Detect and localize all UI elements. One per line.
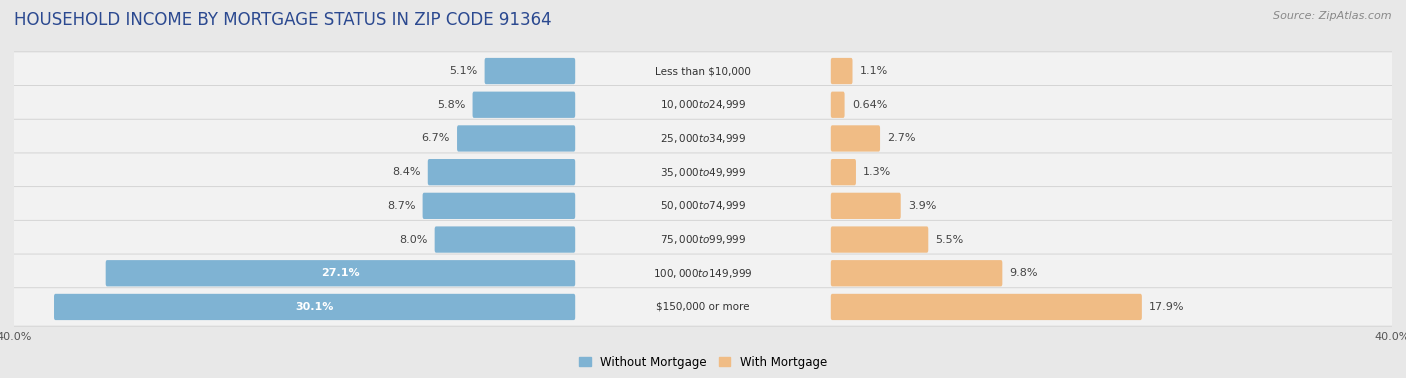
Legend: Without Mortgage, With Mortgage: Without Mortgage, With Mortgage bbox=[574, 351, 832, 373]
Text: $10,000 to $24,999: $10,000 to $24,999 bbox=[659, 98, 747, 111]
FancyBboxPatch shape bbox=[4, 52, 1402, 90]
FancyBboxPatch shape bbox=[831, 260, 1002, 287]
Text: $100,000 to $149,999: $100,000 to $149,999 bbox=[654, 267, 752, 280]
Text: Less than $10,000: Less than $10,000 bbox=[655, 66, 751, 76]
Text: 1.3%: 1.3% bbox=[863, 167, 891, 177]
FancyBboxPatch shape bbox=[831, 294, 1142, 320]
Text: 8.4%: 8.4% bbox=[392, 167, 420, 177]
Text: 30.1%: 30.1% bbox=[295, 302, 333, 312]
FancyBboxPatch shape bbox=[4, 85, 1402, 124]
Text: HOUSEHOLD INCOME BY MORTGAGE STATUS IN ZIP CODE 91364: HOUSEHOLD INCOME BY MORTGAGE STATUS IN Z… bbox=[14, 11, 551, 29]
FancyBboxPatch shape bbox=[4, 220, 1402, 259]
Text: Source: ZipAtlas.com: Source: ZipAtlas.com bbox=[1274, 11, 1392, 21]
Text: 6.7%: 6.7% bbox=[422, 133, 450, 143]
Text: 2.7%: 2.7% bbox=[887, 133, 915, 143]
FancyBboxPatch shape bbox=[831, 91, 845, 118]
Text: 17.9%: 17.9% bbox=[1149, 302, 1185, 312]
FancyBboxPatch shape bbox=[427, 159, 575, 185]
Text: $50,000 to $74,999: $50,000 to $74,999 bbox=[659, 199, 747, 212]
FancyBboxPatch shape bbox=[53, 294, 575, 320]
FancyBboxPatch shape bbox=[4, 254, 1402, 293]
Text: $150,000 or more: $150,000 or more bbox=[657, 302, 749, 312]
FancyBboxPatch shape bbox=[831, 159, 856, 185]
Text: 5.5%: 5.5% bbox=[935, 235, 963, 245]
Text: 1.1%: 1.1% bbox=[859, 66, 889, 76]
FancyBboxPatch shape bbox=[4, 119, 1402, 158]
Text: 8.7%: 8.7% bbox=[387, 201, 415, 211]
Text: 27.1%: 27.1% bbox=[321, 268, 360, 278]
FancyBboxPatch shape bbox=[457, 125, 575, 152]
Text: 3.9%: 3.9% bbox=[908, 201, 936, 211]
FancyBboxPatch shape bbox=[485, 58, 575, 84]
FancyBboxPatch shape bbox=[831, 226, 928, 253]
FancyBboxPatch shape bbox=[4, 187, 1402, 225]
FancyBboxPatch shape bbox=[423, 193, 575, 219]
FancyBboxPatch shape bbox=[4, 288, 1402, 326]
Text: $35,000 to $49,999: $35,000 to $49,999 bbox=[659, 166, 747, 179]
Text: $75,000 to $99,999: $75,000 to $99,999 bbox=[659, 233, 747, 246]
Text: $25,000 to $34,999: $25,000 to $34,999 bbox=[659, 132, 747, 145]
Text: 5.1%: 5.1% bbox=[449, 66, 478, 76]
FancyBboxPatch shape bbox=[105, 260, 575, 287]
FancyBboxPatch shape bbox=[472, 91, 575, 118]
FancyBboxPatch shape bbox=[831, 58, 852, 84]
FancyBboxPatch shape bbox=[831, 125, 880, 152]
Text: 0.64%: 0.64% bbox=[852, 100, 887, 110]
FancyBboxPatch shape bbox=[4, 153, 1402, 191]
FancyBboxPatch shape bbox=[434, 226, 575, 253]
Text: 8.0%: 8.0% bbox=[399, 235, 427, 245]
FancyBboxPatch shape bbox=[831, 193, 901, 219]
Text: 5.8%: 5.8% bbox=[437, 100, 465, 110]
Text: 9.8%: 9.8% bbox=[1010, 268, 1038, 278]
